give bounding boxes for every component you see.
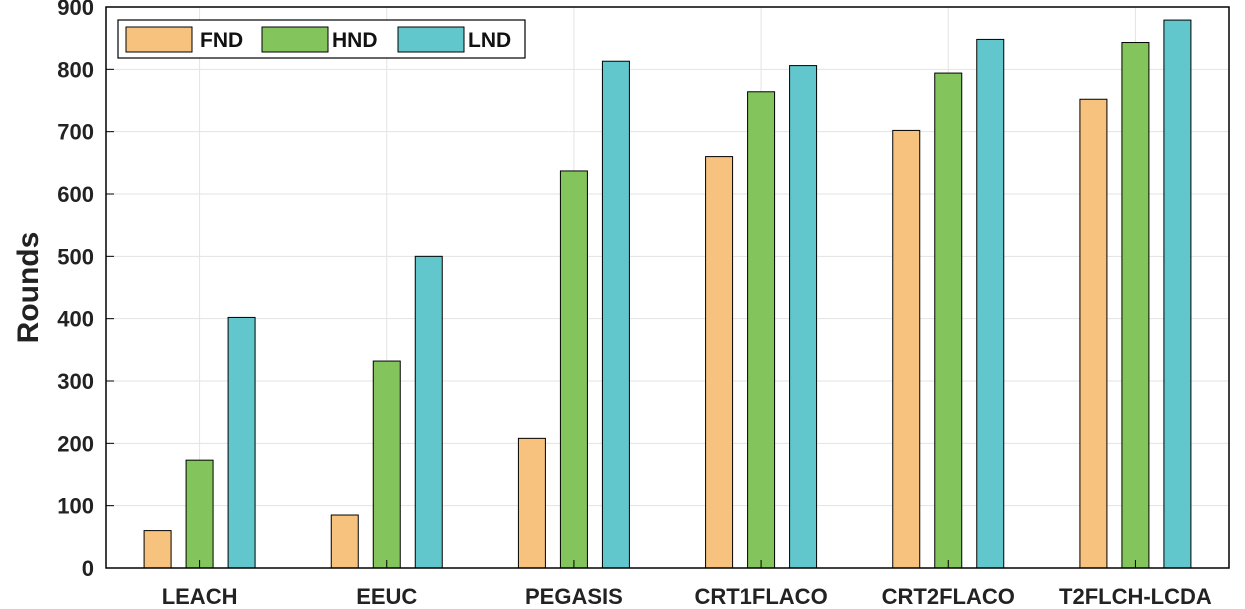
bar-lnd [1163,19,1192,569]
bar-fnd [1079,98,1108,569]
bar-hnd [934,72,963,569]
y-tick-label: 900 [57,0,94,20]
legend-swatch-lnd [397,26,465,53]
legend-label-lnd: LND [468,29,511,52]
y-tick-label: 100 [57,494,94,519]
y-tick-label: 800 [57,57,94,82]
bar-hnd [185,459,214,569]
bar-hnd [1121,42,1150,569]
x-tick-label: T2FLCH-LCDA [1059,584,1212,609]
bar-fnd [143,530,172,569]
grid-lines [106,7,1229,568]
bar-hnd [559,170,588,569]
x-tick-label: EEUC [356,584,417,609]
bars [143,19,1192,569]
bar-lnd [976,38,1005,569]
x-tick-label: CRT2FLACO [882,584,1015,609]
legend-label-hnd: HND [332,29,378,52]
y-tick-label: 400 [57,307,94,332]
bar-lnd [414,255,443,569]
axes [105,6,1230,569]
bar-hnd [747,91,776,569]
legend-swatch-hnd [261,26,329,53]
y-tick-label: 700 [57,120,94,145]
y-axis-title: Rounds [12,232,45,344]
bar-lnd [601,60,630,569]
y-tick-label: 300 [57,369,94,394]
x-tick-label: PEGASIS [525,584,623,609]
y-tick-label: 0 [82,556,94,581]
x-tick-label: LEACH [162,584,238,609]
x-axis-ticks: LEACH EEUC PEGASIS CRT1FLACO CRT2FLACO T2FLCH… [162,560,1212,609]
legend: FND HND LND [117,19,526,59]
y-tick-label: 600 [57,182,94,207]
legend-label-fnd: FND [200,29,243,52]
y-tick-label: 500 [57,244,94,269]
y-tick-label: 200 [57,431,94,456]
plot-frame [105,6,1230,569]
bar-fnd [517,437,546,569]
bar-lnd [227,316,256,569]
bar-fnd [705,156,734,569]
bar-fnd [330,514,359,569]
x-tick-label: CRT1FLACO [694,584,827,609]
y-axis-ticks: 0 100 200 300 400 500 600 700 800 900 [57,0,114,581]
bar-fnd [892,129,921,569]
legend-swatch-fnd [125,26,193,53]
bar-hnd [372,360,401,569]
bar-lnd [789,65,818,569]
